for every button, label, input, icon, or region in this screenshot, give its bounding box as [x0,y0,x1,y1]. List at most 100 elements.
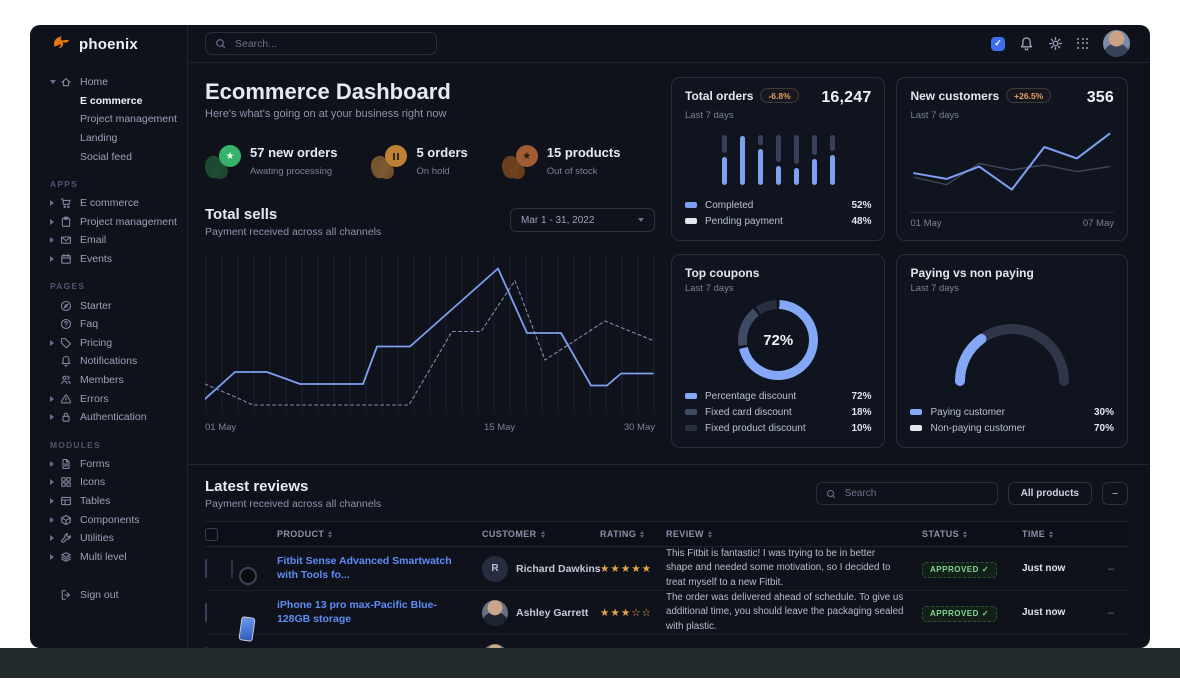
caret-right-icon [50,414,54,421]
sign-out-label: Sign out [80,589,119,602]
review-text: This Fitbit is fantastic! I was trying t… [666,548,891,588]
sidebar-item-home[interactable]: Home [50,73,181,92]
sidebar-subitem-social-feed[interactable]: Social feed [80,150,132,163]
sidebar-item-errors[interactable]: Errors [50,389,181,408]
legend-percentage-discount: Percentage discount 72% [685,388,871,404]
global-search[interactable] [205,32,437,55]
sidebar-item-authentication[interactable]: Authentication [50,408,181,427]
brand[interactable]: phoenix [30,25,187,63]
sidebar-item-members[interactable]: Members [50,371,181,390]
select-all-checkbox[interactable] [205,527,218,541]
caret-down-icon [50,80,56,85]
sidebar-item-starter[interactable]: Starter [50,296,181,315]
legend-label: Fixed card discount [705,406,792,418]
sidebar-item-faq[interactable]: Faq [50,315,181,334]
sidebar-item-multi-level[interactable]: Multi level [50,547,181,566]
table-header: PRODUCT CUSTOMER RATING REVIEW STATUS TIME [205,521,1128,547]
card-value: 16,247 [821,89,872,106]
customers-line-chart: 01 May 07 May [910,121,1114,229]
product-link[interactable]: Fitbit Sense Advanced Smartwatch with To… [277,554,452,581]
sidebar-subitem-landing[interactable]: Landing [80,132,118,145]
legend-value: 10% [851,422,872,434]
all-products-button[interactable]: All products [1007,482,1092,505]
product-link[interactable]: iPhone 13 pro max-Pacific Blue-128GB sto… [277,598,437,625]
sidebar-item-email[interactable]: Email [50,231,181,250]
sidebar-item-pricing[interactable]: Pricing [50,334,181,353]
sidebar-item-tables[interactable]: Tables [50,492,181,511]
sidebar-item-label: Pricing [80,336,113,349]
column-header-time[interactable]: TIME [1022,529,1108,539]
date-range-select[interactable]: Mar 1 - 31, 2022 [510,208,655,233]
product-thumbnail[interactable] [231,646,233,648]
column-header-product[interactable]: PRODUCT [277,529,482,539]
sidebar-item-label: Events [80,253,113,266]
caret-right-icon [50,339,54,346]
lock-icon [60,411,73,424]
coupons-legend: Percentage discount 72% Fixed card discoun… [685,388,871,436]
sidebar-item-label: Starter [80,299,112,312]
sign-out-button[interactable]: Sign out [50,586,181,605]
compass-icon [60,299,73,312]
review-row [205,635,1128,648]
stats-row: ★ 57 new orders Awating processing 5 orders… [202,145,655,181]
caret-right-icon [50,200,54,207]
card-value: 356 [1086,89,1114,106]
theme-toggle-icon[interactable]: ✓ [991,36,1005,51]
more-options-button[interactable]: – [1102,482,1128,505]
sidebar-item-label: Authentication [80,411,147,424]
caret-right-icon [50,516,54,523]
total-orders-card: Total orders -6.8% 16,247 Last 7 days Co… [671,77,886,241]
content: Ecommerce Dashboard Here's what's going … [188,63,1150,648]
sidebar-item-e-commerce[interactable]: E commerce [50,194,181,213]
gear-icon[interactable] [1048,36,1063,51]
sidebar-item-project-management[interactable]: Project management [50,213,181,232]
reviews-search[interactable] [815,482,998,505]
caret-right-icon [50,553,54,560]
row-checkbox[interactable] [205,558,207,578]
bell-icon[interactable] [1019,36,1034,51]
sidebar-item-label: Components [80,513,140,526]
row-checkbox[interactable] [205,602,207,622]
sort-icon [640,530,645,538]
column-header-review[interactable]: REVIEW [666,529,922,539]
product-thumbnail[interactable] [231,558,233,578]
apps-grid-icon[interactable] [1077,37,1089,50]
stat-value: 5 orders [416,145,468,160]
column-header-rating[interactable]: RATING [600,529,666,539]
legend-label: Percentage discount [705,390,797,402]
search-icon [826,489,835,498]
sidebar-item-utilities[interactable]: Utilities [50,529,181,548]
bell-icon [60,355,73,368]
global-search-input[interactable] [233,36,427,51]
user-avatar[interactable] [1103,30,1130,57]
sidebar-item-components[interactable]: Components [50,510,181,529]
sidebar-item-label: Members [80,374,124,387]
sidebar-item-notifications[interactable]: Notifications [50,352,181,371]
sidebar-item-label: Multi level [80,550,127,563]
row-actions[interactable]: – [1108,562,1115,575]
caret-right-icon [50,237,54,244]
sidebar-subitem-project-management[interactable]: Project management [80,113,177,126]
sort-icon [707,530,712,538]
reviews-title: Latest reviews [205,478,309,495]
column-header-status[interactable]: STATUS [922,529,1022,539]
home-icon [60,76,73,89]
card-period: Last 7 days [685,283,734,294]
row-checkbox[interactable] [205,646,207,648]
orders-bar-chart [685,121,871,197]
sort-icon [540,530,545,538]
row-actions[interactable]: – [1108,606,1115,619]
sidebar-subitem-e-commerce[interactable]: E commerce [80,94,143,107]
review-row: iPhone 13 pro max-Pacific Blue-128GB sto… [205,591,1128,635]
sidebar-item-forms[interactable]: Forms [50,455,181,474]
legend-paying-customer: Paying customer 30% [910,404,1114,420]
sidebar-item-events[interactable]: Events [50,250,181,269]
sidebar-item-icons[interactable]: Icons [50,473,181,492]
reviews-search-input[interactable] [842,487,988,500]
column-header-customer[interactable]: CUSTOMER [482,529,600,539]
stat-sub: Awating processing [250,166,333,178]
sidebar-item-label: Icons [80,476,106,489]
order-bar [721,135,727,185]
x-tick: 01 May [910,218,942,229]
sort-icon [963,530,968,538]
